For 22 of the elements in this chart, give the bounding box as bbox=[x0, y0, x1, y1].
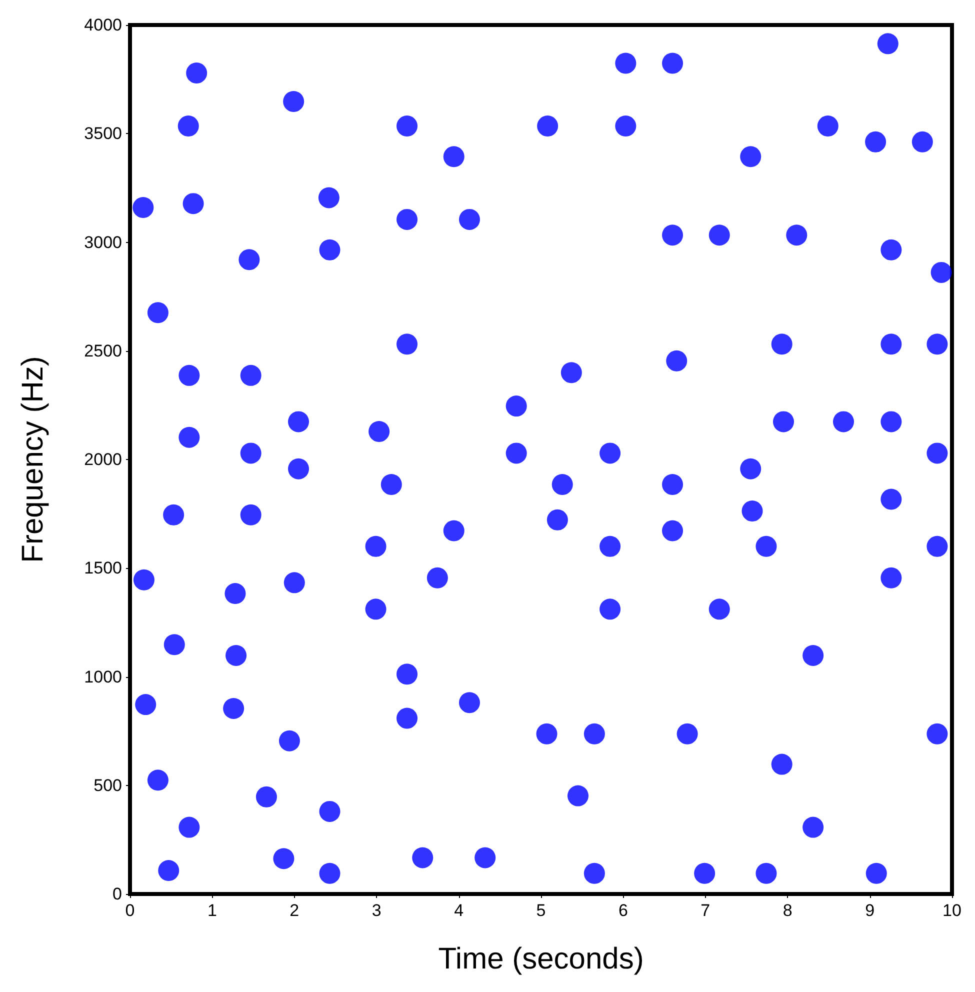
x-axis-title: Time (seconds) bbox=[438, 942, 644, 976]
y-tick-label: 1500 bbox=[84, 558, 122, 578]
x-tick-label: 4 bbox=[454, 901, 464, 920]
x-tick-label: 6 bbox=[618, 901, 628, 920]
y-tick-label: 4000 bbox=[84, 16, 122, 34]
x-tick-label: 8 bbox=[782, 901, 792, 920]
x-tick-label: 5 bbox=[536, 901, 546, 920]
y-tick-label: 2500 bbox=[84, 341, 122, 360]
x-tick-label: 3 bbox=[372, 901, 382, 920]
y-tick-label: 0 bbox=[112, 884, 122, 904]
y-axis-title: Frequency (Hz) bbox=[16, 356, 50, 563]
y-tick-label: 500 bbox=[94, 776, 122, 795]
x-tick-label: 0 bbox=[125, 901, 135, 920]
x-tick-label: 7 bbox=[700, 901, 710, 920]
x-tick-label: 1 bbox=[207, 901, 217, 920]
x-tick-label: 10 bbox=[942, 901, 962, 920]
y-tick-label: 3500 bbox=[84, 124, 122, 144]
x-tick-label: 2 bbox=[290, 901, 300, 920]
y-tick-label: 2000 bbox=[84, 450, 122, 469]
y-tick-label: 1000 bbox=[84, 667, 122, 686]
y-tick-label: 3000 bbox=[84, 232, 122, 252]
x-tick-label: 9 bbox=[865, 901, 875, 920]
